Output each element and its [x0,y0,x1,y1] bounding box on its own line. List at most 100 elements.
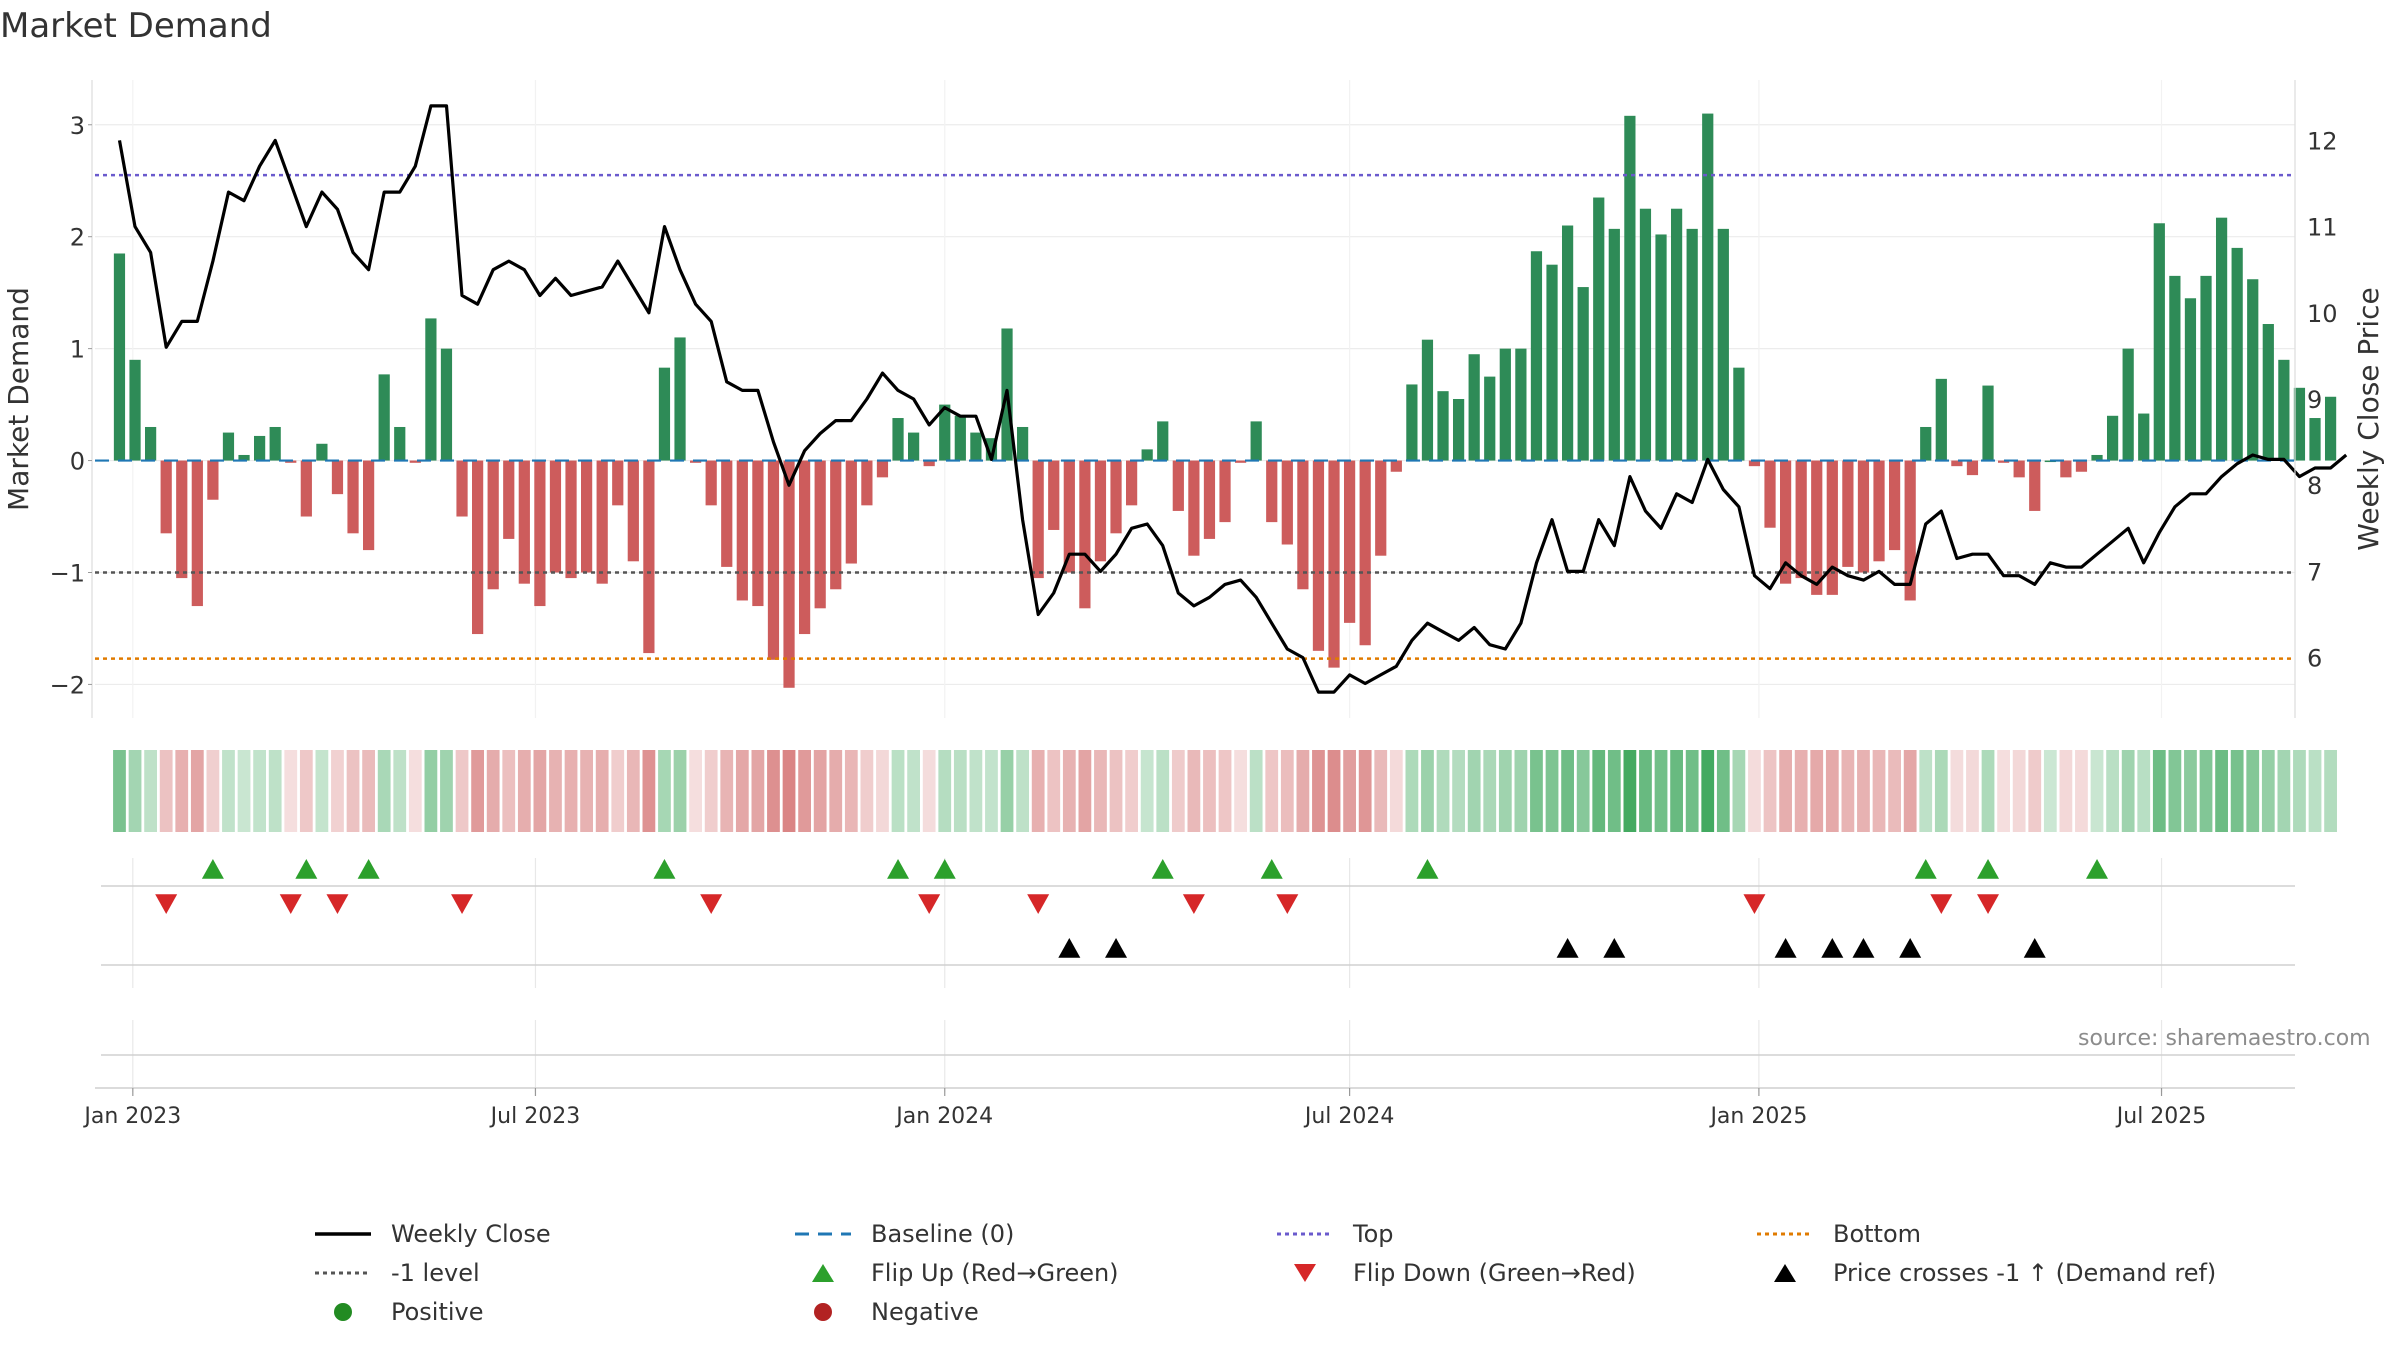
bar-positive [1157,421,1169,461]
heat-cell [533,750,547,832]
bar-negative [1951,460,1963,467]
heat-cell [502,750,516,832]
heat-cell [1701,750,1715,832]
heat-cell [969,750,983,832]
heat-cell [1716,750,1730,832]
bar-negative [845,460,857,564]
bar-negative [565,460,577,579]
heat-cell [2028,750,2042,832]
legend: Weekly Close Baseline (0) Top Bottom -1 … [0,1210,2400,1340]
heat-cell [331,750,344,832]
bar-negative [503,460,515,539]
y-tick-label: 3 [70,112,85,140]
heat-cell [844,750,858,832]
legend-positive: Positive [313,1298,484,1326]
y2-tick-label: 11 [2307,214,2338,242]
legend-bottom: Bottom [1755,1220,1921,1248]
bar-negative [876,460,889,478]
heat-cell [1498,750,1512,832]
bar-negative [752,460,764,607]
heat-cell [860,750,874,832]
heat-cell [1327,750,1341,832]
bar-positive [2247,279,2259,461]
bar-negative [1857,460,1870,573]
heat-cell [1109,750,1123,832]
dashed-line-swatch-icon [795,1232,851,1236]
heat-cell [1950,750,1964,832]
flip-down-marker [1182,894,1205,914]
bar-negative [612,460,624,506]
heat-cell [393,750,407,832]
heat-cell [377,750,391,832]
triangle-down-icon [1294,1264,1316,1282]
flip-down-marker [1930,894,1953,914]
bar-negative [1079,460,1091,609]
heat-cell [985,750,998,832]
heat-cell [1607,750,1621,832]
bar-positive [1935,378,1947,461]
heat-cell [704,750,718,832]
heat-cell [1467,750,1481,832]
bar-negative [1997,460,2010,463]
heat-cell [720,750,734,832]
heat-cell [455,750,469,832]
bar-positive [2309,418,2321,461]
heat-cell [938,750,952,832]
legend-weekly-close: Weekly Close [313,1220,551,1248]
heat-cell [1794,750,1808,832]
bar-positive [2153,223,2165,461]
heat-cell [1997,750,2010,832]
bar-negative [830,460,842,590]
legend-label: -1 level [391,1259,480,1287]
heat-cell [1561,750,1574,832]
heat-cell [1203,750,1216,832]
bar-positive [425,318,437,461]
heat-cell [2246,750,2260,832]
bar-negative [1203,460,1216,539]
bar-positive [1499,348,1511,461]
heat-cell [222,750,235,832]
bar-positive [2091,454,2103,461]
reference-lines [95,173,2295,660]
heat-cell [1421,750,1434,832]
y-tick-label: 2 [70,224,85,252]
bar-negative [1110,460,1122,534]
heat-cell [2184,750,2197,832]
bar-negative [581,460,593,573]
bar-positive [378,374,390,461]
bar-positive [2169,275,2181,461]
y-tick-label: 1 [70,336,85,364]
bar-positive [1546,264,1558,461]
heat-cell [782,750,796,832]
legend-top: Top [1275,1220,1394,1248]
heat-cell [424,750,438,832]
bar-positive [1016,426,1029,461]
heat-cell [549,750,562,832]
legend-cross: Price crosses -1 ↑ (Demand ref) [1755,1259,2216,1287]
bar-positive [1561,225,1574,461]
bar-positive [1141,449,1153,461]
bar-positive [674,337,686,461]
heat-cell [1981,750,1995,832]
bar-negative [814,460,826,609]
heat-cell [362,750,375,832]
line-swatch-icon [315,1232,371,1236]
bar-negative [2029,460,2041,511]
bar-negative [596,460,608,584]
y2-tick-label: 9 [2307,386,2322,414]
heat-cell [1685,750,1699,832]
bar-negative [1375,460,1387,556]
heat-cell [642,750,656,832]
heat-cell [564,750,578,832]
heat-cell [159,750,173,832]
bar-negative [191,460,203,607]
bar-negative [1811,460,1823,595]
bar-negative [2075,460,2088,472]
heat-cell [1732,750,1746,832]
bar-positive [970,432,982,461]
legend-label: Baseline (0) [871,1220,1015,1248]
bar-negative [799,460,811,635]
heat-cell [2215,750,2228,832]
bar-positive [1717,228,1729,461]
heat-cell [751,750,765,832]
